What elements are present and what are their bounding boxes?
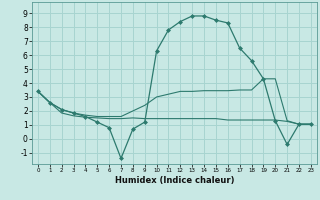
- X-axis label: Humidex (Indice chaleur): Humidex (Indice chaleur): [115, 176, 234, 185]
